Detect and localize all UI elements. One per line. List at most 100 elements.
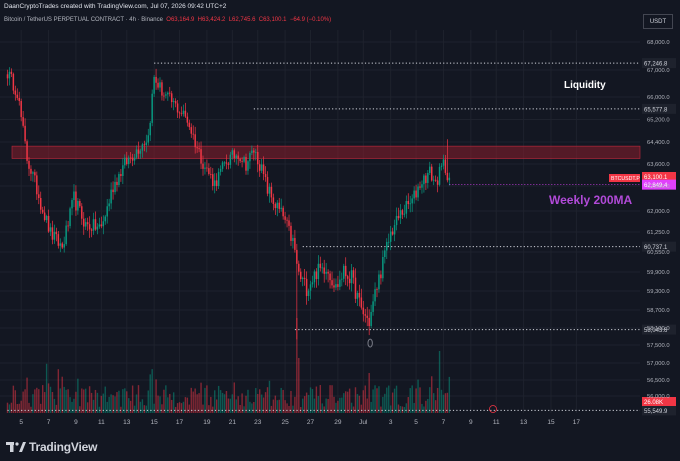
volume-bar	[104, 386, 106, 413]
volume-bar	[67, 389, 69, 413]
volume-bar	[112, 395, 114, 413]
candle-body	[362, 307, 365, 315]
candle-body	[174, 101, 177, 104]
y-tick-label: 61,250.0	[647, 230, 670, 236]
volume-bar	[61, 376, 63, 413]
candle-body	[65, 225, 67, 245]
candle-body	[339, 279, 341, 287]
volume-bar	[106, 401, 108, 413]
candle-body	[440, 165, 443, 167]
candle-body	[24, 125, 26, 142]
volume-bar	[38, 389, 40, 413]
volume-bar	[329, 385, 331, 413]
candle-body	[86, 222, 89, 225]
candle-body	[36, 175, 38, 195]
candle-body	[6, 74, 9, 79]
volume-bar	[16, 404, 18, 413]
volume-bar	[296, 318, 298, 413]
currency-selector[interactable]: USDT	[643, 14, 673, 29]
symbol-tag	[609, 174, 640, 182]
candle-body	[32, 172, 34, 174]
volume-bar	[98, 406, 101, 413]
volume-bar	[120, 406, 122, 413]
volume-bar	[32, 394, 34, 413]
candle-body	[157, 82, 159, 88]
ma-price: 62,849.4	[644, 183, 668, 189]
candle-body	[241, 161, 243, 162]
volume-bar	[378, 386, 380, 413]
volume-bar	[212, 406, 214, 413]
candle-body	[430, 166, 433, 181]
volume-bar	[282, 389, 284, 413]
candle-body	[12, 73, 15, 91]
candle-body	[290, 225, 292, 241]
volume-bar	[311, 389, 314, 413]
candle-body	[192, 133, 194, 135]
volume-bar	[43, 392, 46, 413]
volume-bar	[137, 385, 140, 413]
candle-body	[143, 144, 146, 146]
candle-body	[352, 270, 355, 278]
volume-bar	[345, 391, 347, 413]
volume-bar	[315, 386, 318, 413]
volume-bar	[309, 387, 312, 413]
volume-bar	[317, 396, 320, 413]
volume-bar	[442, 394, 445, 413]
volume-bar	[352, 406, 355, 413]
candle-body	[151, 93, 153, 123]
volume-bar	[163, 389, 165, 413]
volume-bar	[28, 402, 30, 413]
candle-body	[69, 208, 71, 227]
tradingview-logo[interactable]: TradingView	[6, 440, 97, 454]
volume-bar	[133, 405, 136, 413]
candle-body	[110, 189, 112, 204]
candle-body	[182, 110, 185, 114]
candle-body	[245, 157, 247, 171]
candle-body	[305, 278, 308, 297]
volume-bar	[188, 404, 191, 413]
volume-bar	[429, 387, 431, 413]
candle-body	[256, 151, 259, 165]
candle-body	[102, 221, 105, 227]
volume-bar	[417, 379, 419, 413]
volume-bar	[145, 405, 148, 413]
x-tick-label: 11	[98, 419, 105, 426]
candle-body	[268, 186, 271, 194]
candle-body	[239, 158, 241, 162]
ma-price-tag	[642, 179, 676, 190]
candle-body	[432, 179, 435, 181]
volume-bar	[270, 405, 273, 413]
candle-body	[272, 197, 275, 205]
x-tick-label: 27	[307, 419, 315, 426]
candle-body	[26, 141, 28, 161]
x-tick-label: 5	[19, 419, 23, 426]
volume-bar	[286, 403, 288, 413]
price-chart[interactable]: 67,246.8 65,577.8 60,737.1 58,043.6 55,549.9…	[0, 0, 680, 430]
volume-bar	[245, 395, 247, 413]
volume-bar	[77, 378, 79, 413]
volume-bar	[266, 387, 269, 413]
y-tick-label: 58,700.0	[647, 308, 670, 314]
volume-bar	[102, 393, 104, 413]
candle-body	[321, 267, 324, 269]
volume-bar	[159, 396, 161, 413]
symbol-name[interactable]: Bitcoin / TetherUS PERPETUAL CONTRACT · …	[4, 17, 163, 23]
volume-bar	[57, 369, 60, 413]
candle-body	[276, 202, 279, 209]
candle-body	[114, 181, 116, 193]
volume-bar	[348, 388, 351, 413]
volume-bar	[172, 392, 175, 413]
candle-body	[409, 203, 411, 205]
volume-bar	[444, 393, 447, 413]
candle-body	[343, 265, 345, 279]
candle-body	[112, 189, 114, 193]
candle-body	[401, 210, 404, 215]
candle-body	[45, 215, 48, 221]
volume-bar	[186, 397, 189, 413]
volume-bar	[403, 406, 406, 413]
candle-body	[73, 191, 75, 201]
candle-body	[155, 76, 157, 83]
candle-body	[360, 297, 363, 308]
volume-bar	[59, 388, 61, 413]
x-tick-label: 21	[229, 419, 237, 426]
